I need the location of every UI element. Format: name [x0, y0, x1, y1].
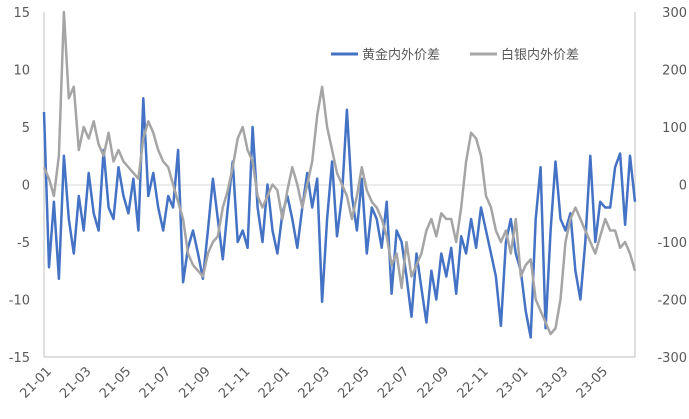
- right-tick-label: 0: [679, 179, 687, 194]
- right-tick-label: 300: [662, 6, 687, 21]
- legend-label: 黄金内外价差: [362, 47, 440, 63]
- right-tick-label: 200: [662, 64, 687, 79]
- x-tick-label: 22-11: [455, 364, 492, 401]
- plot-area: [43, 12, 636, 358]
- x-axis-ticks: 21-01 21-03 21-05 21-07 21-09 21-11 22-01 22-03…: [18, 364, 612, 401]
- right-tick-label: -100: [657, 236, 687, 251]
- left-tick-label: -10: [9, 294, 30, 309]
- x-tick-label: 21-03: [57, 364, 94, 401]
- x-tick-label: 22-03: [296, 364, 333, 401]
- x-tick-label: 22-05: [335, 364, 372, 401]
- left-tick-label: 0: [22, 179, 30, 194]
- left-tick-label: 15: [13, 6, 30, 21]
- x-tick-label: 23-03: [534, 364, 571, 401]
- left-tick-label: -5: [17, 236, 30, 251]
- x-tick-label: 21-11: [216, 364, 253, 401]
- series-line-gold: [42, 97, 637, 339]
- series-line-silver: [42, 10, 637, 336]
- left-tick-label: 5: [22, 121, 30, 136]
- left-tick-label: -15: [9, 351, 30, 366]
- x-tick-label: 22-01: [256, 364, 293, 401]
- right-tick-label: -300: [657, 351, 687, 366]
- x-tick-label: 21-05: [97, 364, 134, 401]
- right-tick-label: 100: [662, 121, 687, 136]
- series-layer: [42, 10, 637, 339]
- right-axis-ticks: 300 200 100 0 -100 -200 -300: [657, 6, 687, 366]
- right-tick-label: -200: [657, 294, 687, 309]
- x-tick-label: 21-01: [18, 364, 55, 401]
- left-axis-ticks: 15 10 5 0 -5 -10 -15: [9, 6, 30, 366]
- x-tick-label: 22-09: [415, 364, 452, 401]
- x-tick-label: 21-09: [176, 364, 213, 401]
- x-tick-label: 21-07: [137, 364, 174, 401]
- left-tick-label: 10: [13, 64, 30, 79]
- x-tick-label: 22-07: [375, 364, 412, 401]
- x-tick-label: 23-01: [494, 364, 531, 401]
- legend-label: 白银内外价差: [501, 47, 579, 63]
- legend: 黄金内外价差 白银内外价差: [331, 47, 579, 63]
- x-tick-label: 23-05: [574, 364, 611, 401]
